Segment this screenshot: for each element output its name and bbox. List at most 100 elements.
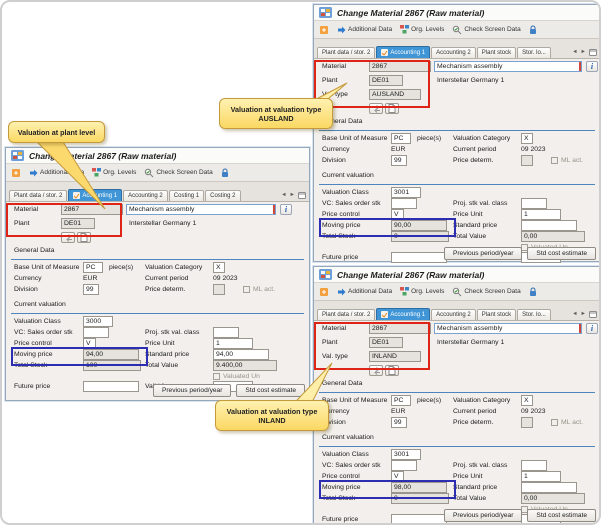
proj-stk-field[interactable] <box>521 198 547 209</box>
tab-scroll-left-icon[interactable]: ◄ <box>572 311 578 317</box>
tab-scroll-right-icon[interactable]: ► <box>580 311 586 317</box>
org-levels-button[interactable]: Org. Levels <box>92 168 136 177</box>
org-levels-button[interactable]: Org. Levels <box>400 25 444 34</box>
total-value-field[interactable]: 0,00 <box>521 493 585 504</box>
tab-stor-loc[interactable]: Stor. lo... <box>517 47 551 58</box>
new-page-button[interactable] <box>385 365 399 376</box>
price-unit-field[interactable]: 1 <box>521 209 561 220</box>
additional-data-button[interactable]: Additional Data <box>337 288 392 296</box>
price-determ-field[interactable] <box>521 417 533 428</box>
ml-act-checkbox[interactable] <box>243 286 250 293</box>
division-field[interactable]: 99 <box>391 417 407 428</box>
base-unit-field[interactable]: PC <box>391 133 411 144</box>
convert-views-button[interactable] <box>61 232 75 243</box>
future-price-field[interactable] <box>391 514 447 523</box>
org-levels-button[interactable]: Org. Levels <box>400 287 444 296</box>
division-field[interactable]: 99 <box>391 155 407 166</box>
standard-price-field[interactable] <box>521 220 577 231</box>
new-page-button[interactable] <box>77 232 91 243</box>
valuation-category-field[interactable]: X <box>521 133 533 144</box>
tab-accounting-2[interactable]: Accounting 2 <box>431 47 476 58</box>
material-field[interactable]: 2867 <box>369 61 431 72</box>
tab-overview-icon[interactable] <box>589 310 597 318</box>
info-button[interactable]: i <box>280 204 292 215</box>
price-control-field[interactable]: V <box>83 338 96 349</box>
convert-views-button[interactable] <box>369 365 383 376</box>
additional-data-button[interactable]: Additional Data <box>29 169 84 177</box>
price-control-field[interactable]: V <box>391 209 404 220</box>
vc-sales-field[interactable] <box>83 327 109 338</box>
proj-stk-field[interactable] <box>521 460 547 471</box>
vc-sales-field[interactable] <box>391 198 417 209</box>
previous-period-button[interactable]: Previous period/year <box>443 509 523 522</box>
price-unit-field[interactable]: 1 <box>521 471 561 482</box>
valuation-class-field[interactable]: 3000 <box>83 316 113 327</box>
tab-accounting-1[interactable]: Accounting 1 <box>376 46 431 58</box>
previous-period-button[interactable]: Previous period/year <box>443 247 523 260</box>
tab-scroll-left-icon[interactable]: ◄ <box>281 192 287 198</box>
session-button[interactable] <box>319 287 329 297</box>
tab-plant-stock[interactable]: Plant stock <box>476 47 517 58</box>
info-button[interactable]: i <box>586 323 598 334</box>
check-screen-data-button[interactable]: Check Screen Data <box>452 287 521 297</box>
convert-views-button[interactable] <box>369 103 383 114</box>
info-button[interactable]: i <box>586 61 598 72</box>
tab-stor-loc[interactable]: Stor. lo... <box>517 309 551 320</box>
price-unit-field[interactable]: 1 <box>213 338 253 349</box>
future-price-field[interactable] <box>83 381 139 392</box>
moving-price-field[interactable]: 94,00 <box>83 349 139 360</box>
tab-overview-icon[interactable] <box>298 191 306 199</box>
tab-plant-data-stor-2[interactable]: Plant data / stor. 2 <box>9 190 68 201</box>
total-stock-field[interactable]: 0 <box>391 493 449 504</box>
price-determ-field[interactable] <box>213 284 225 295</box>
plant-field[interactable]: DE01 <box>369 337 403 348</box>
plant-field[interactable]: DE01 <box>61 218 95 229</box>
ml-act-checkbox[interactable] <box>551 419 558 426</box>
tab-accounting-1[interactable]: Accounting 1 <box>376 308 431 320</box>
tab-scroll-right-icon[interactable]: ► <box>580 49 586 55</box>
valuation-class-field[interactable]: 3001 <box>391 187 421 198</box>
total-value-field[interactable]: 0,00 <box>521 231 585 242</box>
material-description-field[interactable]: Mechanism assembly <box>434 323 582 334</box>
std-cost-estimate-button[interactable]: Std cost estimate <box>527 509 596 522</box>
price-control-field[interactable]: V <box>391 471 404 482</box>
tab-costing-2[interactable]: Costing 2 <box>205 190 241 201</box>
moving-price-field[interactable]: 90,00 <box>391 220 447 231</box>
total-stock-field[interactable]: 100 <box>83 360 141 371</box>
std-cost-estimate-button[interactable]: Std cost estimate <box>236 384 305 397</box>
tab-plant-data-stor-2[interactable]: Plant data / stor. 2 <box>317 47 376 58</box>
val-type-field[interactable]: AUSLAND <box>369 89 421 100</box>
plant-field[interactable]: DE01 <box>369 75 403 86</box>
tab-accounting-1[interactable]: Accounting 1 <box>68 189 123 201</box>
tab-overview-icon[interactable] <box>589 48 597 56</box>
total-stock-field[interactable]: 0 <box>391 231 449 242</box>
price-determ-field[interactable] <box>521 155 533 166</box>
material-description-field[interactable]: Mechanism assembly <box>434 61 582 72</box>
tab-accounting-2[interactable]: Accounting 2 <box>123 190 168 201</box>
tab-scroll-left-icon[interactable]: ◄ <box>572 49 578 55</box>
base-unit-field[interactable]: PC <box>83 262 103 273</box>
val-type-field[interactable]: INLAND <box>369 351 421 362</box>
total-value-field[interactable]: 9.400,00 <box>213 360 277 371</box>
standard-price-field[interactable] <box>521 482 577 493</box>
base-unit-field[interactable]: PC <box>391 395 411 406</box>
session-button[interactable] <box>319 25 329 35</box>
material-field[interactable]: 2867 <box>61 204 123 215</box>
valuated-un-checkbox[interactable] <box>213 373 220 380</box>
material-field[interactable]: 2867 <box>369 323 431 334</box>
tab-scroll-right-icon[interactable]: ► <box>289 192 295 198</box>
tab-plant-stock[interactable]: Plant stock <box>476 309 517 320</box>
tab-costing-1[interactable]: Costing 1 <box>168 190 205 201</box>
previous-period-button[interactable]: Previous period/year <box>152 384 232 397</box>
proj-stk-field[interactable] <box>213 327 239 338</box>
session-button[interactable] <box>11 168 21 178</box>
additional-data-button[interactable]: Additional Data <box>337 26 392 34</box>
vc-sales-field[interactable] <box>391 460 417 471</box>
valuation-class-field[interactable]: 3001 <box>391 449 421 460</box>
tab-plant-data-stor-2[interactable]: Plant data / stor. 2 <box>317 309 376 320</box>
material-description-field[interactable]: Mechanism assembly <box>126 204 276 215</box>
future-price-field[interactable] <box>391 252 447 263</box>
standard-price-field[interactable]: 94,00 <box>213 349 269 360</box>
valuation-category-field[interactable]: X <box>213 262 225 273</box>
check-screen-data-button[interactable]: Check Screen Data <box>144 168 213 178</box>
